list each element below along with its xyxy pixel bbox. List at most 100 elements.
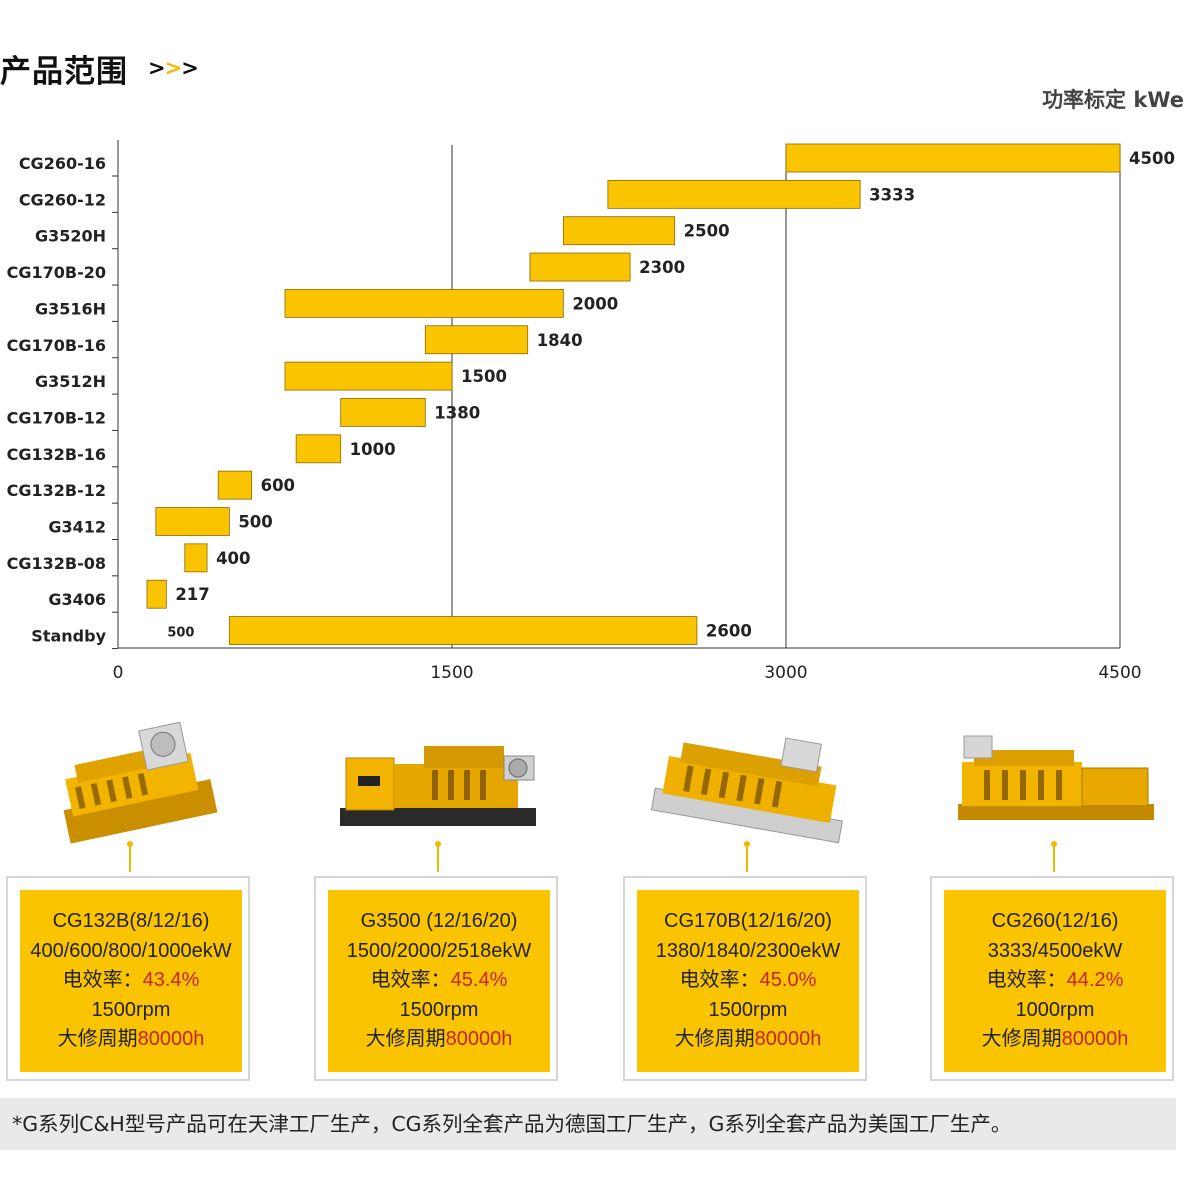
- overhaul-value: 80000h: [445, 1028, 513, 1051]
- category-label: G3512H: [35, 372, 106, 391]
- efficiency-row: 电效率：45.0%: [637, 966, 859, 996]
- value-label: 2500: [684, 222, 730, 241]
- page-title: 产品范围: [0, 54, 128, 90]
- power-ratings: 3333/4500ekW: [987, 939, 1123, 962]
- spec-card-frame: CG170B(12/16/20) 1380/1840/2300ekW 电效率：4…: [623, 876, 867, 1081]
- value-label: 2300: [639, 258, 685, 277]
- spec-card: G3500 (12/16/20) 1500/2000/2518ekW 电效率：4…: [328, 890, 550, 1072]
- spec-card: CG260(12/16) 3333/4500ekW 电效率：44.2% 1000…: [944, 890, 1166, 1072]
- bar-CG132B-16: [295, 434, 342, 464]
- model-name: CG170B(12/16/20): [664, 910, 832, 933]
- value-label: 500: [238, 513, 272, 532]
- power-range-chart: 0 1500 3000 4500 CG260-16 4500 CG260-12 3333 G35…: [7, 140, 1175, 683]
- footnote: *G系列C&H型号产品可在天津工厂生产，CG系列全套产品为德国工厂生产，G系列全…: [0, 1098, 1176, 1150]
- spec-card-frame: CG132B(8/12/16) 400/600/800/1000ekW 电效率：…: [6, 876, 250, 1081]
- value-label: 2000: [572, 294, 618, 313]
- speed: 1000rpm: [1015, 998, 1095, 1021]
- bar-CG260-12: [607, 179, 861, 209]
- bar-G3516H: [284, 288, 564, 318]
- value-label: 2600: [706, 622, 752, 641]
- spec-card: CG170B(12/16/20) 1380/1840/2300ekW 电效率：4…: [637, 890, 859, 1072]
- efficiency-value: 45.4%: [450, 969, 508, 992]
- bar-CG132B-08: [184, 543, 208, 573]
- category-label: G3516H: [35, 299, 106, 318]
- arrow-2: >: [164, 56, 183, 80]
- bar-G3512H: [284, 361, 453, 391]
- overhaul-label: 大修周期: [981, 1028, 1062, 1051]
- bar-CG170B-20: [529, 252, 631, 282]
- speed: 1500rpm: [399, 998, 479, 1021]
- title-arrows: >>>: [148, 56, 199, 80]
- category-label: CG170B-20: [7, 263, 106, 282]
- efficiency-row: 电效率：43.4%: [20, 966, 242, 996]
- efficiency-value: 44.2%: [1066, 969, 1124, 992]
- value-label: 1000: [350, 440, 396, 459]
- value-label: 4500: [1129, 149, 1175, 168]
- bar-Standby: [228, 616, 698, 645]
- power-ratings: 1380/1840/2300ekW: [655, 939, 841, 962]
- overhaul-value: 80000h: [137, 1028, 205, 1051]
- x-tick-label: 0: [113, 663, 124, 683]
- gas-generator-set-cg132b-icon: [63, 721, 218, 844]
- speed: 1500rpm: [708, 998, 788, 1021]
- model-name: G3500 (12/16/20): [360, 910, 518, 933]
- bar-CG132B-12: [217, 470, 252, 500]
- bar-CG170B-16: [424, 325, 529, 355]
- overhaul-value: 80000h: [1061, 1028, 1129, 1051]
- category-label: CG170B-16: [7, 336, 106, 355]
- bar-G3412: [155, 507, 230, 536]
- overhaul-label: 大修周期: [674, 1028, 755, 1051]
- category-label: CG260-16: [19, 154, 106, 173]
- gas-generator-set-cg170b-icon: [650, 737, 843, 844]
- overhaul-label: 大修周期: [365, 1028, 446, 1051]
- product-card-cg132b: CG132B(8/12/16) 400/600/800/1000ekW 电效率：…: [6, 700, 254, 1086]
- start-value-label: 500: [167, 626, 194, 641]
- overhaul-row: 大修周期80000h: [20, 1025, 242, 1055]
- power-ratings: 1500/2000/2518ekW: [346, 939, 532, 962]
- efficiency-label: 电效率：: [62, 969, 143, 992]
- overhaul-label: 大修周期: [57, 1028, 138, 1051]
- power-ratings: 400/600/800/1000ekW: [30, 939, 232, 962]
- spec-card: CG132B(8/12/16) 400/600/800/1000ekW 电效率：…: [20, 890, 242, 1072]
- bar-G3406: [146, 579, 167, 609]
- gas-generator-set-cg260-icon: [958, 735, 1154, 820]
- bar-G3520H: [562, 216, 676, 246]
- power-unit-label: 功率标定 kWe: [1042, 88, 1184, 112]
- connector-line: [437, 844, 439, 872]
- efficiency-label: 电效率：: [679, 969, 760, 992]
- value-label: 1500: [461, 367, 507, 386]
- connector-line: [746, 844, 748, 872]
- model-name: CG260(12/16): [991, 910, 1119, 933]
- connector-line: [1053, 844, 1055, 872]
- value-label: 1380: [434, 403, 480, 422]
- speed: 1500rpm: [91, 998, 171, 1021]
- efficiency-value: 43.4%: [142, 969, 200, 992]
- value-label: 400: [216, 549, 250, 568]
- overhaul-row: 大修周期80000h: [637, 1025, 859, 1055]
- efficiency-label: 电效率：: [986, 969, 1067, 992]
- category-label: G3520H: [35, 227, 106, 246]
- overhaul-row: 大修周期80000h: [328, 1025, 550, 1055]
- category-label: G3406: [48, 590, 106, 609]
- value-label: 600: [261, 476, 295, 495]
- category-label: CG132B-08: [7, 554, 106, 573]
- efficiency-row: 电效率：45.4%: [328, 966, 550, 996]
- model-name: CG132B(8/12/16): [52, 910, 210, 933]
- arrow-1: >: [148, 56, 166, 80]
- overhaul-value: 80000h: [754, 1028, 822, 1051]
- bar-CG170B-12: [340, 398, 426, 427]
- bar-CG260-16: [785, 143, 1121, 173]
- category-label: CG132B-16: [7, 445, 106, 464]
- gas-generator-set-g3500-icon: [340, 746, 536, 826]
- x-tick-label: 4500: [1098, 663, 1141, 683]
- value-label: 1840: [537, 331, 583, 350]
- category-label: CG170B-12: [7, 408, 106, 427]
- value-label: 3333: [869, 185, 915, 204]
- spec-card-frame: CG260(12/16) 3333/4500ekW 电效率：44.2% 1000…: [930, 876, 1174, 1081]
- category-label: G3412: [48, 518, 106, 537]
- efficiency-value: 45.0%: [759, 969, 817, 992]
- product-card-cg260: CG260(12/16) 3333/4500ekW 电效率：44.2% 1000…: [930, 700, 1178, 1086]
- x-tick-label: 1500: [430, 663, 473, 683]
- product-card-g3500: G3500 (12/16/20) 1500/2000/2518ekW 电效率：4…: [314, 700, 562, 1086]
- overhaul-row: 大修周期80000h: [944, 1025, 1166, 1055]
